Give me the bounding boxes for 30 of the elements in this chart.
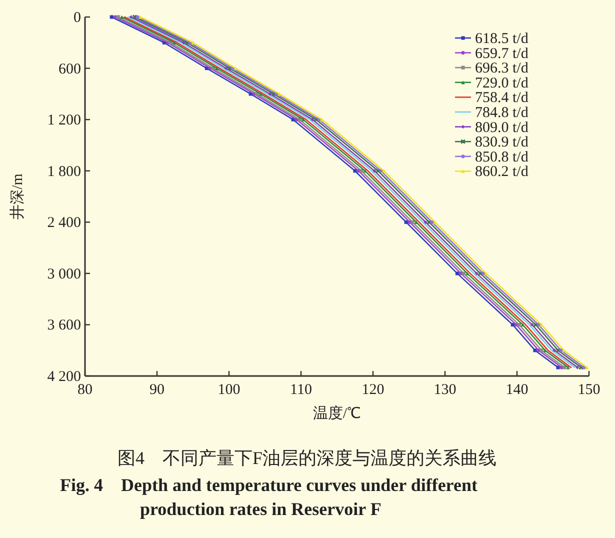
legend-label: 809.0 t/d — [475, 120, 529, 136]
legend-label: 659.7 t/d — [475, 46, 529, 62]
legend-label: 830.9 t/d — [475, 134, 529, 151]
y-tick-label: 2 400 — [47, 215, 81, 232]
x-axis-title: 温度/℃ — [312, 405, 362, 422]
y-tick-label: 0 — [74, 10, 81, 26]
x-tick-label: 140 — [506, 382, 528, 398]
y-tick-label: 3 000 — [47, 266, 81, 282]
y-tick-label: 3 600 — [47, 318, 81, 334]
text: Fig. 4 Depth and temperature curves under different production rates in Reservoir F — [60, 475, 478, 519]
y-axis-title: 井深/m — [9, 173, 26, 220]
x-tick-label: 110 — [290, 382, 312, 398]
legend-label: 860.2 t/d — [475, 164, 529, 180]
legend-label: 758.4 t/d — [475, 90, 529, 106]
text: 图4 不同产量下F油层的深度与温度的关系曲线 — [117, 448, 497, 468]
x-tick-label: 90 — [150, 382, 164, 398]
x-tick-label: 100 — [218, 382, 240, 398]
legend-label: 729.0 t/d — [475, 75, 529, 92]
y-tick-label: 1 800 — [47, 164, 81, 180]
legend-label: 784.8 t/d — [475, 105, 529, 121]
legend-label: 696.3 t/d — [475, 60, 529, 77]
y-tick-label: 4 200 — [47, 369, 81, 385]
x-tick-label: 130 — [434, 382, 456, 398]
x-tick-label: 120 — [362, 382, 384, 398]
legend-label: 618.5 t/d — [475, 31, 529, 47]
x-tick-label: 150 — [578, 382, 600, 398]
legend-label: 850.8 t/d — [475, 149, 529, 166]
y-tick-label: 600 — [58, 61, 81, 78]
y-tick-label: 1 200 — [47, 112, 81, 129]
x-tick-label: 80 — [78, 382, 92, 398]
